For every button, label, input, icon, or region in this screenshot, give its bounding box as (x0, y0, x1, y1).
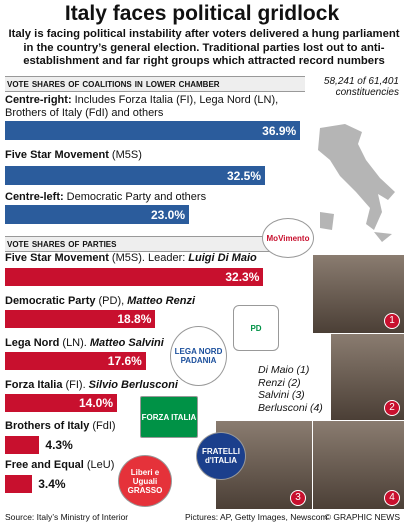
row-description: (LeU) (86, 459, 115, 471)
row-label: Forza Italia (FI). Silvio Berlusconi (5, 379, 305, 392)
photo (312, 254, 404, 334)
note: 58,241 of 61,401 constituencies (323, 76, 399, 98)
row-description: (PD), (98, 295, 125, 307)
logo: Liberi e Uguali GRASSO (118, 455, 172, 507)
row-name: Lega Nord (5, 337, 60, 349)
bar (5, 475, 33, 493)
legend-entry: Berlusconi (4) (258, 401, 323, 414)
row-label: Centre-right: Includes Forza Italia (FI),… (5, 94, 305, 120)
bar (5, 166, 265, 185)
bar (5, 205, 189, 224)
photo-number: 1 (384, 313, 400, 329)
row-label: Free and Equal (LeU) (5, 459, 305, 472)
title: Italy faces political gridlock (64, 2, 340, 25)
logo: LEGA NORD PADANIA (170, 326, 227, 386)
row-name: Five Star Movement (5, 252, 109, 264)
bar (5, 121, 301, 140)
row-name: Five Star Movement (5, 149, 109, 161)
legend-entry: Renzi (2) (258, 376, 301, 389)
bar (5, 352, 146, 370)
leader: Silvio Berlusconi (88, 379, 178, 391)
row-name: Centre-left: (5, 191, 64, 203)
row-label: Centre-left: Democratic Party and others (5, 191, 305, 204)
bar (5, 268, 264, 286)
credits: Pictures: AP, Getty Images, Newscom (185, 512, 328, 522)
row-label: Democratic Party (PD), Matteo Renzi (5, 295, 305, 308)
row-description: (FdI) (92, 420, 116, 432)
row-description: Includes Forza Italia (FI), Lega Nord (L… (5, 94, 279, 119)
photo-number: 2 (384, 400, 400, 416)
row-name: Free and Equal (5, 459, 84, 471)
subtitle: Italy is facing political instability af… (8, 28, 400, 67)
value-label: 18.8% (117, 312, 152, 326)
row-description: (M5S). Leader: (111, 252, 186, 264)
photo-number: 3 (290, 490, 306, 506)
value-label: 4.3% (45, 438, 73, 452)
row-description: (FI). (65, 379, 86, 391)
value-label: 3.4% (38, 477, 66, 491)
bar (5, 310, 156, 328)
italy-shape (318, 124, 395, 242)
value-label: 23.0% (150, 207, 185, 222)
leader: Matteo Salvini (89, 337, 164, 349)
leader: Luigi Di Maio (188, 252, 257, 264)
row-name: Democratic Party (5, 295, 96, 307)
logo: PD (233, 305, 279, 351)
value-label: 32.5% (226, 168, 261, 183)
legend-entry: Salvini (3) (258, 389, 305, 401)
row-description: (M5S) (111, 149, 142, 161)
logo: MoVimento (262, 218, 314, 258)
legend-entry: Di Maio (1) (258, 364, 310, 376)
photo-legend: Di Maio (1) Renzi (2) Salvini (3) Berluscon… (258, 364, 323, 414)
coalitions-heading: Vote Shares of Coalitions in Lower Chamb… (5, 76, 305, 92)
row-label: Brothers of Italy (FdI) (5, 420, 305, 433)
bar (5, 436, 40, 454)
row-name: Brothers of Italy (5, 420, 90, 432)
value-label: 32.3% (225, 270, 260, 284)
row-label: Lega Nord (LN). Matteo Salvini (5, 337, 305, 350)
source: Source: Italy’s Ministry of Interior (5, 512, 129, 522)
value-label: 14.0% (78, 396, 113, 410)
leader: Matteo Renzi (127, 295, 196, 307)
value-label: 17.6% (107, 354, 142, 368)
row-description: Democratic Party and others (66, 191, 207, 203)
parties-heading: Vote Shares of Parties (5, 236, 305, 252)
photo-number: 4 (384, 490, 400, 506)
row-description: (LN). (62, 337, 87, 349)
logo: FORZA ITALIA (140, 396, 198, 438)
row-name: Forza Italia (5, 379, 63, 391)
logo: FRATELLI d'ITALIA (196, 432, 246, 480)
map (318, 124, 395, 242)
row-label: Five Star Movement (M5S). Leader: Luigi Di… (5, 252, 305, 265)
copyright: © GRAPHIC NEWS (324, 512, 400, 522)
value-label: 36.9% (262, 123, 297, 138)
bar (5, 394, 117, 412)
row-name: Centre-right: (5, 94, 72, 106)
row-label: Five Star Movement (M5S) (5, 149, 305, 162)
